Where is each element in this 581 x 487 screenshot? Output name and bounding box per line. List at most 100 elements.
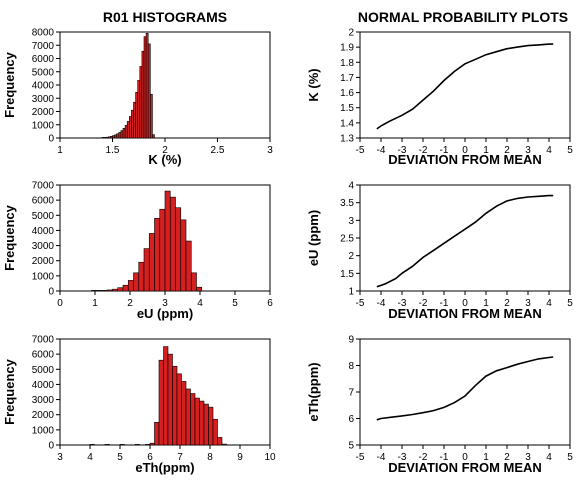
histogram-bar — [91, 290, 98, 292]
x-tick-label: 2 — [162, 145, 168, 156]
histogram-bar — [116, 133, 120, 139]
y-tick-label: 7000 — [32, 41, 55, 52]
x-tick-label: 0 — [462, 298, 468, 309]
histogram-bar — [150, 93, 153, 139]
y-tick-label: 1 — [348, 287, 354, 298]
y-tick-label: 1000 — [32, 271, 55, 282]
y-tick-label: 2000 — [32, 256, 55, 267]
x-tick-label: 3 — [525, 145, 531, 156]
y-tick-label: 1000 — [32, 425, 55, 436]
y-tick-label: 7000 — [32, 181, 55, 192]
xlabel-npp-eth: DEVIATION FROM MEAN — [388, 460, 542, 475]
xlabel-hist-k: K (%) — [148, 152, 181, 167]
right-column-title: NORMAL PROBABILITY PLOTS — [358, 9, 568, 25]
x-tick-label: 2.5 — [211, 145, 225, 156]
histogram-bar — [154, 218, 161, 292]
plot-frame-hist-k — [59, 31, 271, 139]
y-tick-label: 7000 — [32, 335, 55, 346]
y-tick-label: 3 — [348, 216, 354, 227]
probability-curve — [376, 194, 554, 288]
x-tick-label: 3 — [525, 452, 531, 463]
x-tick-label: 1 — [92, 298, 98, 309]
probability-curve — [376, 356, 554, 421]
x-tick-label: -1 — [440, 145, 449, 156]
y-tick-label: 2000 — [32, 410, 55, 421]
x-tick-label: 4 — [546, 298, 552, 309]
plot-frame-npp-eth — [359, 338, 571, 446]
plot-frame-npp-eu — [359, 184, 571, 292]
y-tick-label: 3000 — [32, 94, 55, 105]
ylabel-hist-eu: Frequency — [2, 204, 17, 271]
histogram-bar — [135, 91, 139, 139]
x-tick-label: 2 — [504, 452, 510, 463]
y-tick-label: 2 — [348, 28, 354, 39]
histogram-bar — [117, 287, 124, 292]
x-tick-label: -3 — [398, 452, 407, 463]
plot-area-hist-eth: 3 4 5 6 7 8 9 10 0 1000 2000 3000 4000 5000 6000 7000 — [32, 335, 276, 464]
histogram-bar — [110, 135, 113, 139]
x-tick-label: 1.5 — [106, 145, 120, 156]
xlabel-npp-k: DEVIATION FROM MEAN — [388, 152, 542, 167]
histogram-bar — [176, 373, 182, 446]
histogram-bar — [172, 365, 178, 446]
y-tick-label: 1.5 — [340, 103, 354, 114]
x-tick-label: 5 — [567, 298, 573, 309]
y-tick-label: 5000 — [32, 365, 55, 376]
x-tick-label: -3 — [398, 298, 407, 309]
histogram-bar — [89, 444, 95, 446]
histogram-bar — [196, 286, 203, 292]
y-tick-label: 5 — [348, 441, 354, 452]
x-tick-label: 4 — [546, 452, 552, 463]
x-tick-label: -5 — [356, 452, 365, 463]
histogram-bar — [185, 240, 192, 292]
histogram-bar — [208, 406, 214, 446]
y-tick-label: 0 — [48, 441, 54, 452]
x-tick-label: 2 — [504, 298, 510, 309]
x-tick-label: 3 — [162, 298, 168, 309]
chart-hist-eth: 3 4 5 6 7 8 9 10 0 1000 2000 3000 4000 5000 6000 7000 e… — [2, 335, 276, 476]
x-tick-label: 6 — [267, 298, 273, 309]
y-tick-label: 9 — [348, 335, 354, 346]
y-tick-label: 5000 — [32, 211, 55, 222]
histogram-bar — [143, 36, 147, 139]
x-tick-label: 1 — [483, 452, 489, 463]
histogram-bar — [190, 272, 197, 292]
histogram-bar — [134, 444, 140, 446]
histogram-bar — [158, 359, 164, 446]
x-tick-label: 9 — [237, 452, 243, 463]
histogram-bar — [163, 346, 169, 446]
chart-npp-eu: -5 -4 -3 -2 -1 0 1 2 3 4 5 1 1.5 2 2.5 3 3.5 4 DEVIATION … — [306, 181, 573, 322]
histogram-bar — [120, 130, 124, 139]
histogram-bar — [106, 289, 113, 292]
ylabel-hist-eth: Frequency — [2, 358, 17, 425]
x-tick-label: -5 — [356, 298, 365, 309]
x-tick-label: -1 — [440, 298, 449, 309]
ylabel-npp-eu: eU (ppm) — [306, 210, 321, 266]
x-tick-label: 5 — [232, 298, 238, 309]
x-tick-label: -1 — [440, 452, 449, 463]
histogram-bar — [185, 388, 191, 446]
histogram-bar — [164, 190, 171, 292]
x-tick-label: -2 — [419, 145, 428, 156]
histogram-bar — [103, 137, 107, 139]
y-tick-label: 3000 — [32, 395, 55, 406]
plot-frame-npp-k — [359, 31, 571, 139]
x-tick-label: -2 — [419, 452, 428, 463]
histogram-bar — [138, 261, 145, 292]
x-tick-label: 3 — [57, 452, 63, 463]
y-tick-label: 1.4 — [340, 118, 354, 129]
plot-area-npp-eu: -5 -4 -3 -2 -1 0 1 2 3 4 5 1 1.5 2 2.5 3 3.5 4 — [340, 181, 573, 310]
y-tick-label: 2 — [348, 251, 354, 262]
ylabel-hist-k: Frequency — [2, 51, 17, 118]
x-tick-label: 5 — [117, 452, 123, 463]
y-tick-label: 6000 — [32, 54, 55, 65]
histogram-bar — [118, 132, 122, 139]
x-tick-label: 10 — [264, 452, 276, 463]
histogram-bar — [133, 101, 136, 139]
histogram-bar — [190, 393, 196, 446]
x-tick-label: 3 — [525, 298, 531, 309]
chart-hist-k: 1 1.5 2 2.5 3 0 1000 2000 3000 4000 5000 6000 7000 80… — [2, 28, 273, 168]
histogram-bar — [105, 136, 109, 139]
x-tick-label: 0 — [57, 298, 63, 309]
histogram-bar — [175, 207, 182, 292]
